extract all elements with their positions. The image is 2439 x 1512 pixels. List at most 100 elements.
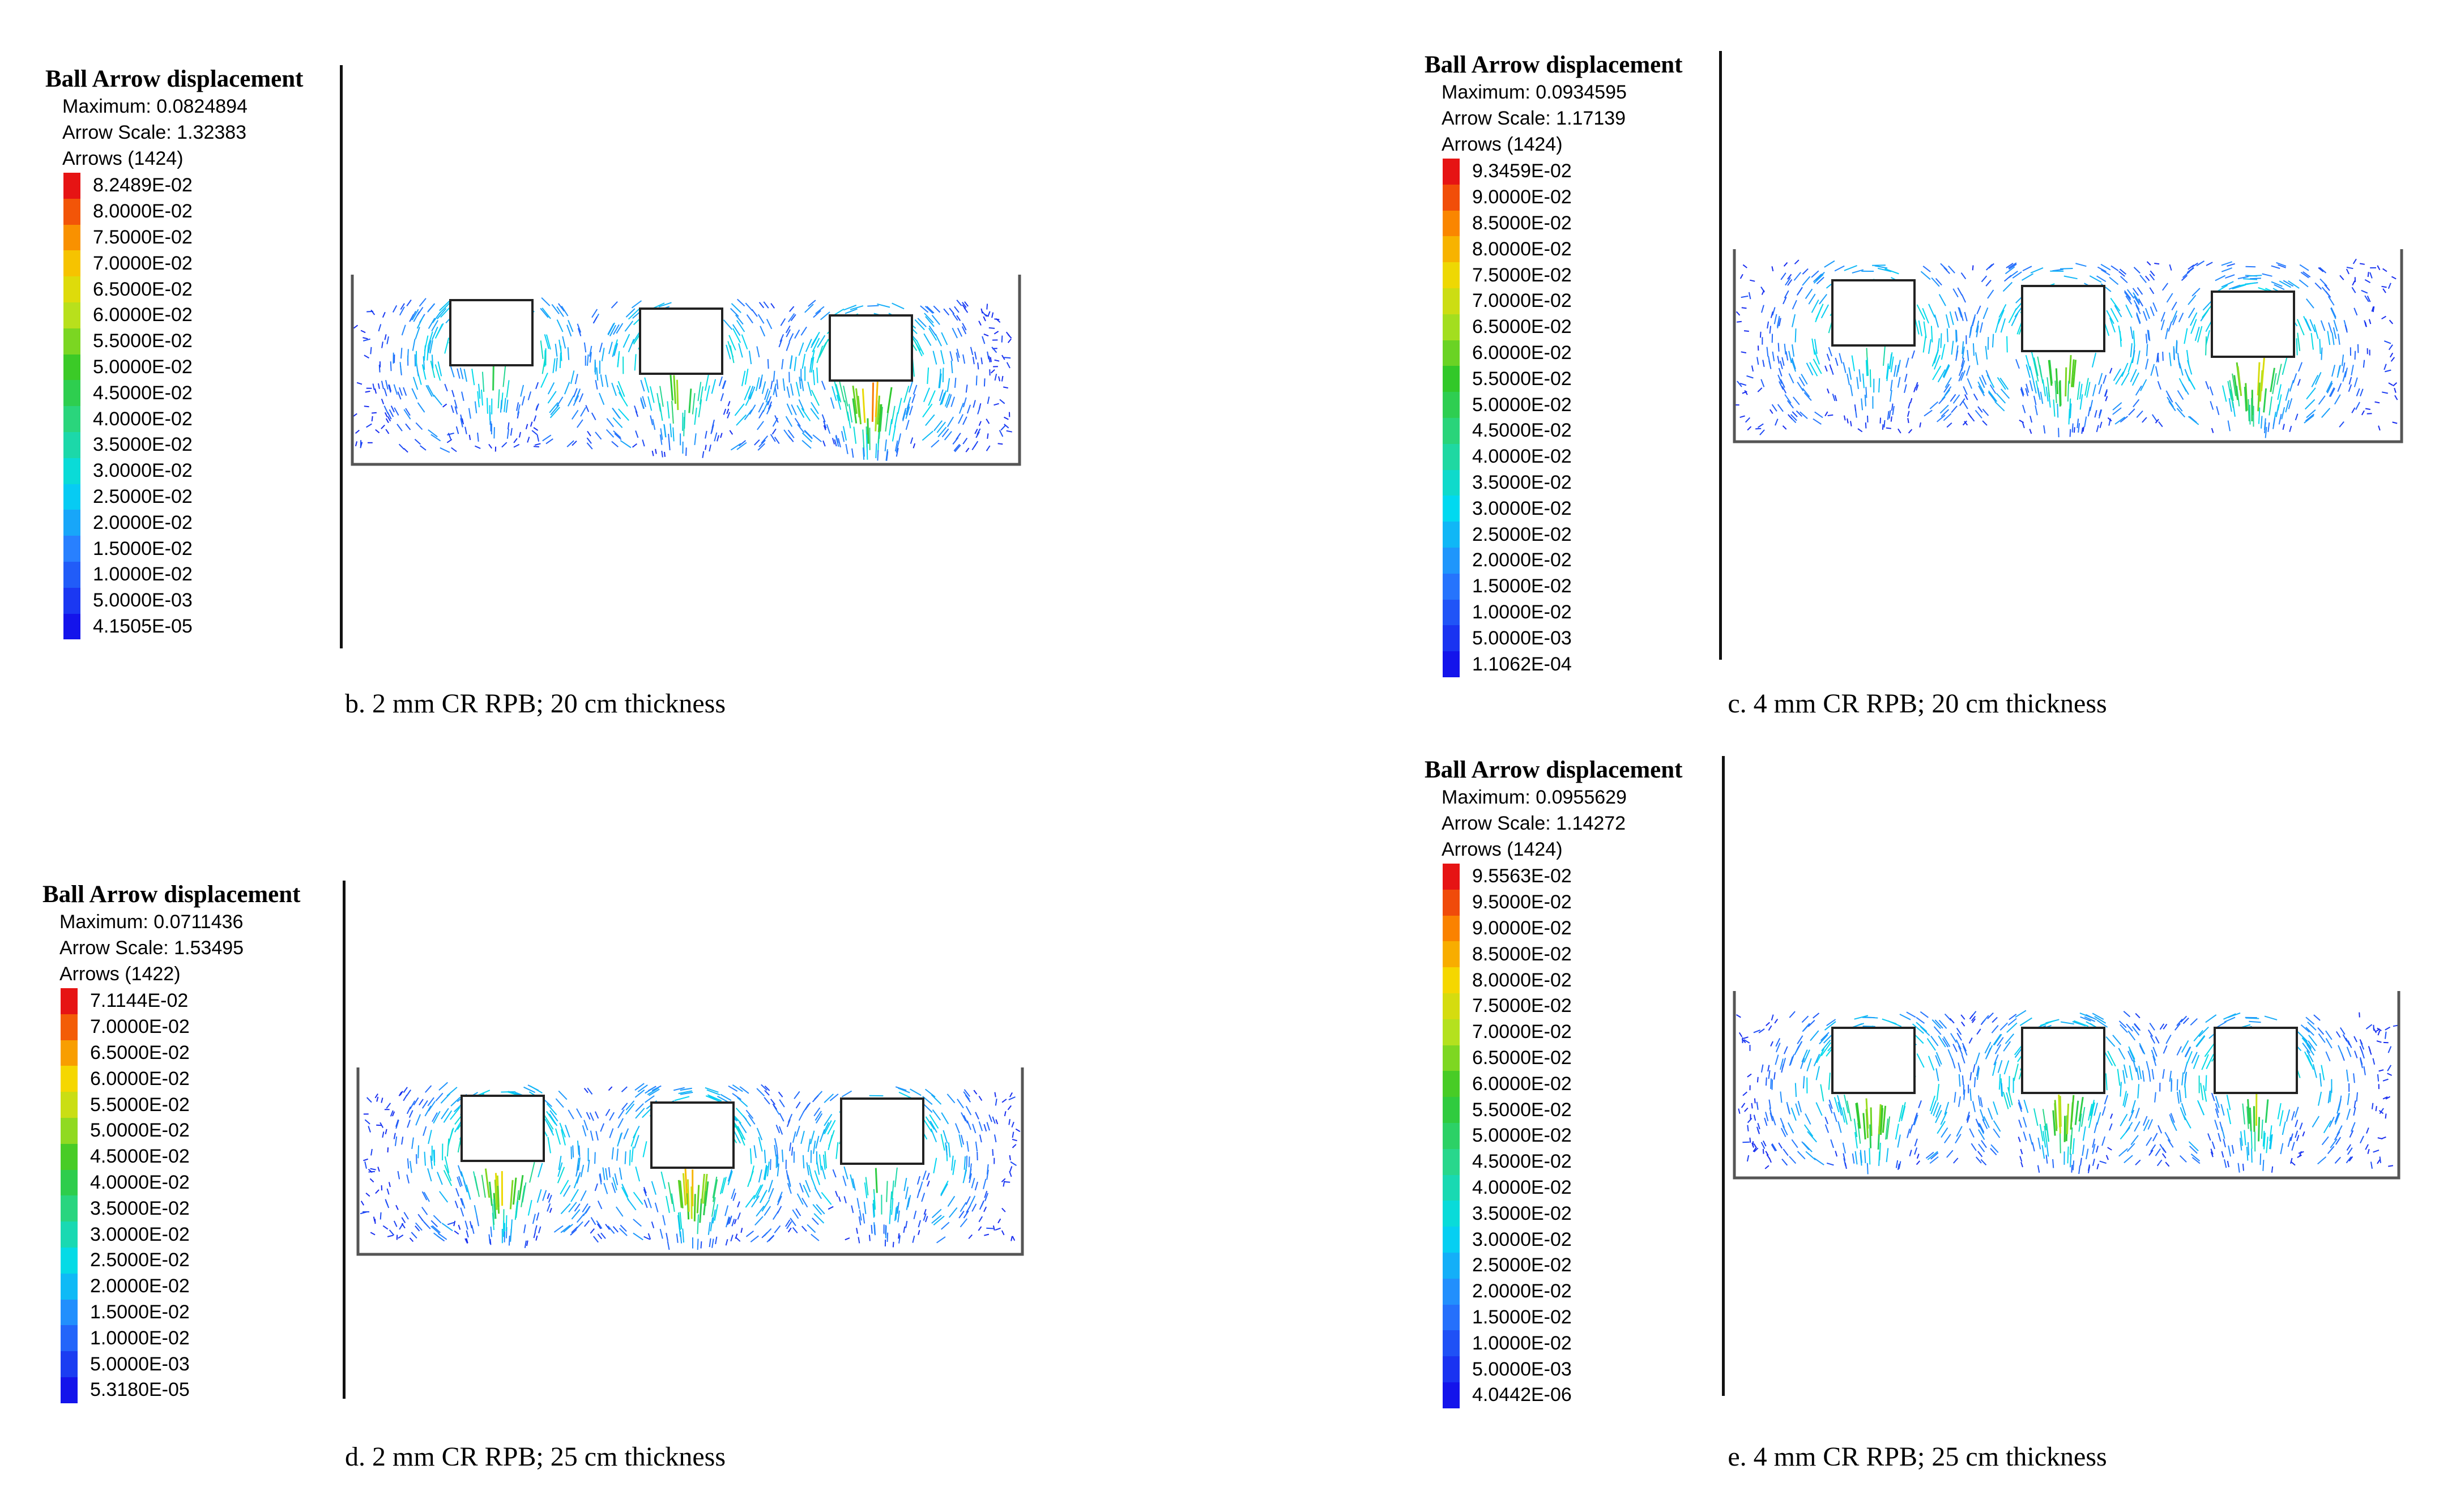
displacement-arrow bbox=[1888, 410, 1891, 419]
displacement-arrow bbox=[950, 360, 953, 374]
displacement-arrow bbox=[1820, 1084, 1824, 1101]
displacement-arrow bbox=[589, 1112, 594, 1121]
displacement-arrow bbox=[1943, 1036, 1951, 1047]
displacement-arrow bbox=[1960, 1014, 1965, 1020]
displacement-arrow bbox=[387, 1147, 389, 1153]
displacement-arrow bbox=[571, 1226, 578, 1233]
displacement-arrow bbox=[1826, 1019, 1836, 1027]
displacement-arrow bbox=[494, 1173, 498, 1207]
displacement-arrow bbox=[659, 403, 663, 421]
scale-swatch bbox=[1443, 547, 1460, 574]
displacement-arrow bbox=[933, 305, 941, 313]
displacement-arrow bbox=[557, 303, 565, 312]
displacement-arrow bbox=[2137, 1084, 2140, 1099]
displacement-arrow bbox=[1969, 1072, 1972, 1081]
displacement-arrow bbox=[430, 434, 441, 442]
displacement-arrow bbox=[727, 341, 734, 358]
displacement-arrow bbox=[894, 412, 898, 428]
displacement-arrow bbox=[914, 319, 925, 331]
displacement-arrow bbox=[722, 380, 727, 390]
displacement-arrow bbox=[1961, 1054, 1965, 1064]
displacement-arrow bbox=[1792, 344, 1795, 357]
displacement-arrow bbox=[2123, 1011, 2131, 1018]
displacement-arrow bbox=[2262, 1130, 2265, 1147]
displacement-arrow bbox=[767, 401, 773, 410]
displacement-arrow bbox=[612, 324, 620, 335]
scale-label: 5.0000E-03 bbox=[1472, 627, 1572, 649]
displacement-arrow bbox=[586, 1112, 591, 1120]
displacement-arrow bbox=[1796, 1041, 1803, 1050]
displacement-arrow bbox=[2054, 1100, 2058, 1129]
displacement-arrow bbox=[929, 1114, 939, 1129]
displacement-arrow bbox=[1775, 1037, 1781, 1047]
displacement-arrow bbox=[2042, 1109, 2047, 1131]
displacement-arrow bbox=[1801, 373, 1808, 385]
displacement-arrow bbox=[2365, 408, 2370, 410]
displacement-arrow bbox=[538, 1226, 541, 1233]
displacement-arrow bbox=[925, 1216, 928, 1223]
displacement-arrow bbox=[568, 319, 574, 332]
displacement-arrow bbox=[2271, 281, 2283, 287]
displacement-arrow bbox=[2352, 258, 2357, 264]
displacement-arrow bbox=[547, 1193, 550, 1199]
displacement-arrow bbox=[1791, 1139, 1798, 1148]
displacement-arrow bbox=[697, 382, 702, 402]
displacement-arrow bbox=[466, 1184, 471, 1199]
displacement-arrow bbox=[411, 388, 418, 400]
displacement-arrow bbox=[1767, 1065, 1770, 1072]
scale-label: 4.5000E-02 bbox=[1472, 1151, 1572, 1173]
displacement-arrow bbox=[789, 306, 795, 312]
displacement-arrow bbox=[505, 399, 509, 413]
displacement-arrow bbox=[2330, 1138, 2338, 1148]
displacement-arrow bbox=[801, 378, 804, 391]
displacement-arrow bbox=[398, 1235, 404, 1239]
displacement-arrow bbox=[2063, 275, 2078, 280]
displacement-arrow bbox=[1780, 361, 1783, 369]
scale-row: 9.5563E-02 bbox=[1443, 864, 1682, 890]
displacement-arrow bbox=[778, 339, 783, 348]
displacement-arrow bbox=[2096, 1019, 2108, 1028]
block bbox=[449, 299, 534, 366]
displacement-arrow bbox=[559, 1122, 566, 1138]
displacement-arrow bbox=[1012, 1144, 1017, 1148]
displacement-arrow bbox=[2269, 396, 2272, 416]
legend-maximum: Maximum: 0.0824894 bbox=[62, 96, 248, 117]
displacement-arrow bbox=[2090, 400, 2093, 411]
displacement-arrow bbox=[410, 1100, 416, 1109]
displacement-arrow bbox=[617, 381, 625, 397]
displacement-arrow bbox=[2270, 1134, 2273, 1150]
displacement-arrow bbox=[651, 1221, 655, 1228]
displacement-arrow bbox=[780, 318, 786, 326]
displacement-arrow bbox=[2029, 429, 2032, 434]
displacement-arrow bbox=[2169, 264, 2172, 271]
displacement-arrow bbox=[2176, 408, 2186, 418]
displacement-arrow bbox=[2387, 1073, 2393, 1076]
displacement-arrow bbox=[952, 327, 958, 339]
displacement-arrow bbox=[2366, 295, 2371, 302]
displacement-arrow bbox=[493, 1193, 497, 1219]
displacement-arrow bbox=[611, 301, 618, 309]
displacement-arrow bbox=[994, 359, 1000, 362]
displacement-arrow bbox=[2042, 379, 2046, 396]
displacement-arrow bbox=[450, 1107, 460, 1120]
displacement-arrow bbox=[813, 310, 821, 318]
scale-swatch bbox=[61, 988, 78, 1014]
displacement-arrow bbox=[776, 379, 779, 390]
displacement-arrow bbox=[1972, 1063, 1976, 1073]
scale-swatch bbox=[1443, 469, 1460, 496]
displacement-arrow bbox=[414, 438, 421, 445]
displacement-arrow bbox=[2249, 1107, 2252, 1131]
displacement-arrow bbox=[363, 1158, 369, 1161]
displacement-arrow bbox=[2191, 288, 2201, 297]
displacement-arrow bbox=[2005, 1033, 2015, 1044]
displacement-arrow bbox=[2080, 1107, 2086, 1127]
displacement-arrow bbox=[364, 1161, 367, 1169]
displacement-arrow bbox=[1936, 415, 1946, 422]
displacement-arrow bbox=[820, 339, 829, 356]
displacement-arrow bbox=[979, 1201, 984, 1210]
displacement-arrow bbox=[2163, 1045, 2168, 1054]
displacement-arrow bbox=[1904, 384, 1907, 393]
displacement-arrow bbox=[538, 1163, 543, 1178]
displacement-arrow bbox=[2012, 271, 2022, 279]
displacement-arrow bbox=[1782, 425, 1787, 430]
